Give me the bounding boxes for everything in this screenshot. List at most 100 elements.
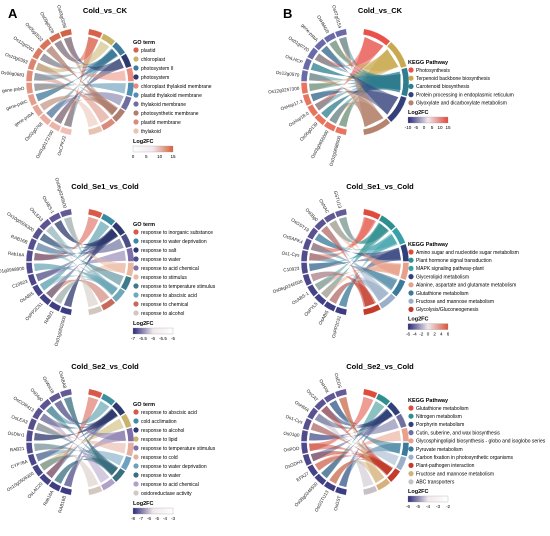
term-segment [111, 467, 126, 483]
term-segment [125, 82, 135, 97]
legend-item: oxidoreductase activity [141, 491, 192, 497]
gene-label: OsDhn1 [7, 431, 25, 438]
legend-item: response to water [141, 473, 181, 479]
legend-swatch [408, 274, 414, 280]
chord [39, 413, 110, 484]
chord [321, 225, 389, 302]
panel-title: Cold_Se2_vs_Cold [71, 362, 139, 371]
term-segment [399, 243, 410, 262]
panel-4: Cold_Se1_vs_Cold OsPP2C51OsABI5OsPYL5OsAB… [272, 182, 519, 339]
chord [314, 37, 384, 68]
legend-title: GO term [133, 40, 155, 46]
term-segment [362, 28, 391, 46]
chord [39, 220, 110, 291]
panel-1: A Cold_vs_CKOsCPK22Os01g0172700Os02g0768g… [1, 4, 212, 159]
legend-item: response to temperature stimulus [141, 446, 216, 452]
term-segment [87, 28, 103, 39]
gene-segment [302, 273, 313, 287]
chord [63, 36, 124, 72]
term-segment [87, 388, 103, 399]
gene-label: GSTU13 [333, 190, 343, 209]
panel-title: Cold_vs_CK [358, 6, 403, 15]
colorbar [132, 327, 174, 335]
legend-swatch [408, 413, 414, 419]
legend-swatch [133, 128, 139, 134]
chord [329, 400, 393, 426]
legend-swatch [408, 446, 414, 452]
gene-label: OsABI5 [19, 291, 35, 304]
gene-label: gene-psbC [5, 99, 28, 112]
chord [46, 396, 99, 479]
colorbar [132, 145, 174, 153]
chord [46, 45, 119, 116]
gene-segment [48, 32, 62, 44]
legend-swatch [133, 292, 139, 298]
gene-label: OsABS-1 [41, 195, 55, 215]
gene-label: Rab16A [8, 251, 26, 258]
chord [46, 229, 118, 299]
chord [39, 53, 126, 81]
chord [63, 396, 119, 476]
chord [310, 62, 401, 90]
gene-segment [300, 429, 309, 442]
term-segment [125, 442, 135, 457]
term-segment [111, 107, 126, 123]
gene-segment [59, 486, 73, 496]
term-segment [87, 305, 103, 316]
gene-label: OsPP2C51 [24, 301, 44, 322]
legend-item: thylakoid membrane [141, 102, 186, 108]
chord [309, 233, 398, 272]
legend-swatch [133, 265, 139, 271]
gene-segment [300, 262, 309, 275]
panel-6: Cold_Se2_vs_Cold OsGSTOsGSTU13Os08g024650… [283, 362, 546, 513]
legend-title: KEGG Pathway [408, 60, 449, 66]
gene-segment [31, 103, 44, 117]
legend-swatch [408, 83, 414, 89]
colorbar-title: Log2FC [133, 139, 153, 145]
chord [310, 242, 397, 290]
legend-item: response to inorganic substance [141, 230, 213, 236]
legend-swatch [408, 306, 414, 312]
gene-label: OsPOD [283, 446, 300, 453]
legend-swatch [133, 119, 139, 125]
term-segment [391, 227, 406, 246]
legend-item: response to abscisic acid [141, 410, 197, 416]
colorbar-tick: -6 [406, 332, 411, 337]
legend-item: Glycolysis/Gluconeogenesis [416, 307, 479, 313]
legend-swatch [408, 100, 414, 106]
chord [310, 422, 399, 466]
gene-segment [39, 398, 52, 411]
chord [34, 83, 126, 94]
gene-segment [334, 486, 348, 496]
chord [329, 220, 389, 245]
term-segment [391, 278, 406, 297]
gene-segment [334, 28, 348, 38]
colorbar-tick: 15 [170, 154, 176, 159]
chord [34, 216, 99, 261]
panel-title: Cold_Se1_vs_Cold [346, 182, 414, 191]
colorbar-tick: -6 [406, 504, 411, 509]
gene-label: OsLEA3 [11, 414, 29, 425]
chord [46, 279, 110, 304]
gene-segment [59, 126, 73, 136]
chord [314, 263, 401, 291]
gene-label: OsHXK [318, 378, 330, 395]
gene-label: Os08g0246500 [294, 481, 319, 508]
colorbar-tick: -4 [413, 332, 418, 337]
gene-segment [25, 262, 34, 275]
gene-segment [25, 82, 34, 95]
legend-swatch [408, 405, 414, 411]
gene-segment [27, 453, 38, 467]
chord [321, 45, 401, 90]
colorbar-tick: -5 [155, 516, 160, 521]
gene-label: Os06g0139 [299, 121, 319, 142]
chord [309, 252, 398, 291]
term-segment [395, 413, 407, 429]
legend-swatch [408, 471, 414, 477]
legend-item: response to salt [141, 248, 177, 254]
chord [35, 48, 119, 102]
legend-item: cold acclimation [141, 419, 177, 425]
chord [35, 242, 118, 295]
legend-item: response to acid chemical [141, 266, 199, 272]
legend-item: response to acid chemical [141, 482, 199, 488]
